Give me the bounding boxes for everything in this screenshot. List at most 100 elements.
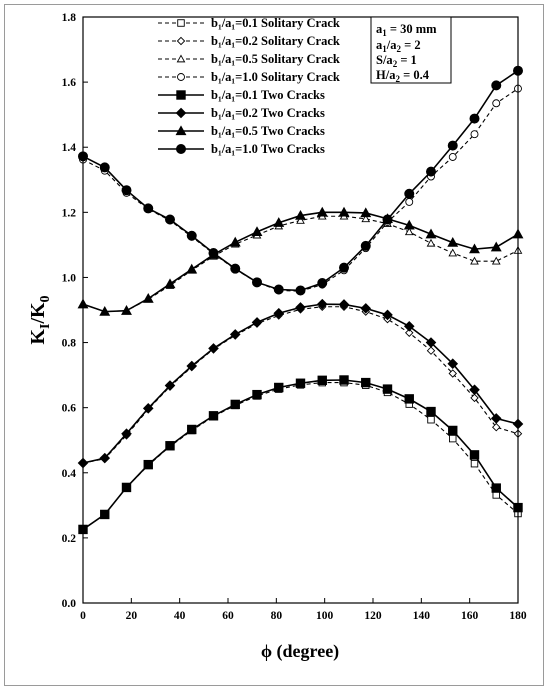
data-point — [230, 399, 240, 410]
legend-label: b₁/a₁=1.0 Solitary Crack — [211, 70, 340, 84]
x-axis-label: ϕ (degree) — [261, 641, 339, 662]
data-point — [295, 378, 306, 388]
data-point — [229, 236, 241, 247]
y-tick-label: 0.4 — [62, 468, 77, 480]
data-point — [360, 240, 371, 251]
data-point — [426, 238, 436, 247]
data-point — [208, 248, 219, 259]
data-point — [491, 483, 501, 493]
parameter-box-border — [370, 16, 452, 84]
data-point — [296, 215, 305, 224]
data-point — [470, 256, 479, 265]
data-point — [165, 214, 175, 225]
data-point — [251, 317, 263, 328]
y-axis-label-sub1: I — [38, 324, 53, 329]
data-point — [404, 227, 414, 236]
data-point — [316, 298, 328, 310]
series-7 — [77, 206, 524, 316]
data-point — [187, 424, 197, 435]
data-point — [470, 130, 479, 139]
x-tick-label: 80 — [271, 610, 283, 622]
x-tick-label: 100 — [316, 610, 334, 622]
data-point — [469, 450, 480, 460]
legend-label: b₁/a₁=0.2 Solitary Crack — [211, 34, 340, 48]
data-point — [382, 309, 393, 321]
legend-marker — [176, 144, 186, 154]
data-point — [492, 422, 501, 432]
data-point — [273, 284, 284, 295]
data-point — [100, 509, 110, 520]
data-point — [208, 343, 219, 354]
data-point — [252, 277, 262, 288]
data-point — [447, 140, 458, 151]
x-tick-label: 120 — [364, 610, 382, 622]
data-point — [405, 197, 414, 206]
series-1 — [79, 378, 522, 534]
legend-item: b₁/a₁=1.0 Two Cracks — [158, 142, 325, 156]
legend: b₁/a₁=0.1 Solitary Crack b₁/a₁=0.2 Solita… — [158, 16, 340, 156]
legend-marker — [177, 73, 185, 81]
data-point — [427, 415, 435, 424]
data-point — [273, 217, 285, 227]
data-point — [99, 452, 111, 464]
y-axis-label-sub2: 0 — [38, 295, 53, 302]
data-point — [449, 434, 457, 443]
legend-item: b₁/a₁=0.1 Two Cracks — [158, 88, 325, 102]
data-point — [121, 482, 132, 493]
series-line — [82, 379, 519, 531]
data-point — [295, 209, 306, 220]
data-point — [405, 328, 414, 338]
data-point — [490, 413, 502, 424]
data-point — [361, 214, 371, 223]
data-point — [273, 307, 285, 319]
data-point — [142, 292, 154, 303]
data-point — [164, 380, 176, 391]
legend-item: b₁/a₁=0.2 Solitary Crack — [158, 34, 340, 48]
data-point — [404, 394, 414, 404]
legend-item: b₁/a₁=0.5 Two Cracks — [158, 124, 325, 138]
param-h-a2: H/a2 = 0.4 — [376, 68, 430, 84]
data-point — [121, 185, 132, 196]
data-point — [426, 346, 436, 355]
data-point — [252, 389, 262, 400]
legend-marker — [176, 90, 186, 100]
legend-label: b₁/a₁=0.5 Two Cracks — [211, 124, 325, 138]
legend-label: b₁/a₁=1.0 Two Cracks — [211, 142, 325, 156]
data-point — [447, 236, 459, 247]
data-point — [403, 219, 415, 230]
data-point — [448, 153, 457, 161]
data-point — [426, 166, 436, 177]
data-point — [251, 226, 263, 237]
data-point — [186, 263, 198, 274]
data-point — [143, 203, 154, 214]
data-point — [447, 358, 459, 370]
data-point — [469, 243, 480, 254]
data-point — [230, 263, 241, 274]
y-tick-label: 0.0 — [62, 598, 77, 610]
data-point — [469, 113, 480, 124]
data-point — [404, 188, 415, 199]
x-tick-label: 140 — [413, 610, 431, 622]
y-tick-label: 0.6 — [62, 403, 77, 415]
data-point — [339, 375, 349, 385]
param-a1: a1 = 30 mm — [376, 22, 437, 38]
chart-frame — [4, 4, 544, 686]
y-axis-label: KI/K0 — [27, 295, 53, 344]
y-axis-label-main: K — [27, 329, 49, 345]
data-point — [317, 277, 328, 288]
y-tick-label: 0.2 — [62, 533, 77, 545]
legend-item: b₁/a₁=1.0 Solitary Crack — [158, 70, 340, 84]
series-line — [82, 70, 519, 292]
data-point — [143, 459, 153, 470]
plot-area-border — [82, 16, 519, 604]
data-point — [208, 411, 219, 421]
legend-marker — [175, 125, 187, 136]
series-8 — [78, 65, 523, 296]
data-point — [492, 99, 501, 108]
data-point — [186, 360, 198, 372]
legend-marker — [176, 36, 186, 46]
data-point — [295, 285, 306, 296]
legend-item: b₁/a₁=0.5 Solitary Crack — [158, 52, 340, 66]
legend-marker — [175, 107, 187, 119]
